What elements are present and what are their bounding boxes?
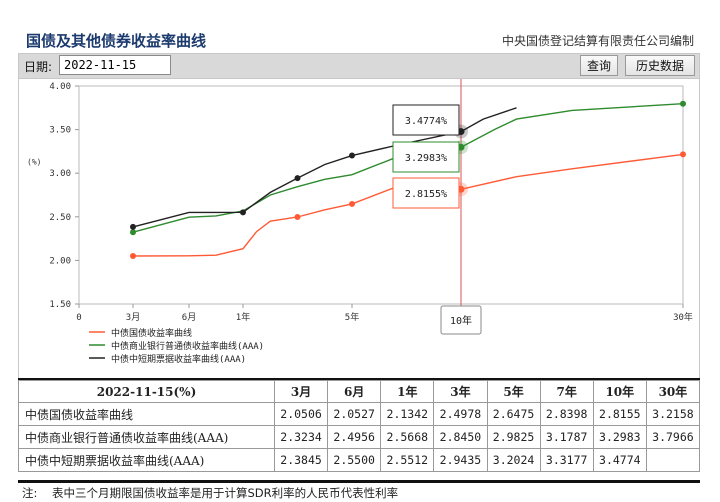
- data-point-bank: [680, 100, 686, 107]
- table-cell: 2.3845: [273, 448, 329, 472]
- y-tick-label: 4.00: [49, 82, 71, 92]
- footnote: 注: 表中三个月期限国债收益率是用于计算SDR利率的人民币代表性利率: [22, 485, 398, 501]
- data-point-cp: [130, 223, 136, 230]
- y-axis-label: (%): [27, 157, 41, 166]
- data-point-cp: [349, 152, 355, 159]
- table-cell: 2.9825: [486, 425, 541, 449]
- table-cell: 2.4956: [327, 425, 382, 449]
- table-cell: 2.6475: [486, 402, 541, 426]
- data-point-bank: [130, 229, 136, 236]
- table-cell: 2.5500: [327, 448, 382, 472]
- data-point-treasury: [294, 213, 301, 220]
- date-toolbar: 日期: 查询 历史数据: [18, 53, 700, 79]
- table-cell: 2.9435: [433, 448, 488, 472]
- note-label: 注:: [22, 486, 38, 500]
- table-col-header: 30年: [645, 380, 701, 403]
- table-cell: 2.5512: [380, 448, 435, 472]
- table-col-header: 7年: [539, 380, 594, 403]
- table-cell: [645, 448, 701, 472]
- series-line-treasury: [132, 153, 684, 257]
- table-cell: 2.0506: [273, 402, 329, 426]
- tooltip-box-cp: [392, 104, 460, 136]
- table-header-row: 2022-11-15(%) 3月 6月 1年 3年 5年 7年 10年 30年: [18, 380, 701, 403]
- cursor-x-label: 10年: [450, 314, 472, 327]
- table-cell: 3.2024: [486, 448, 541, 472]
- table-col-header: 10年: [592, 380, 647, 403]
- tooltip-value-cp: 3.4774%: [405, 116, 447, 127]
- publisher-label: 中央国债登记结算有限责任公司编制: [501, 34, 694, 48]
- y-tick-label: 1.50: [49, 300, 71, 310]
- page-header: 国债及其他债券收益率曲线 中央国债登记结算有限责任公司编制: [0, 0, 720, 54]
- table-date-header: 2022-11-15(%): [18, 380, 275, 403]
- query-button[interactable]: 查询: [580, 55, 618, 76]
- row-name: 中债商业银行普通债收益率曲线(AAA): [18, 425, 275, 449]
- table-cell: 2.4978: [433, 402, 488, 426]
- data-point-treasury: [130, 252, 136, 259]
- y-tick-label: 3.50: [49, 126, 71, 136]
- table-top-rule: [18, 378, 700, 381]
- table-cell: 2.8155: [592, 402, 647, 426]
- tooltip-value-treasury: 2.8155%: [405, 189, 447, 200]
- x-tick-label: 1年: [236, 311, 250, 323]
- table-cell: 2.3234: [273, 425, 329, 449]
- note-rule: [18, 480, 700, 483]
- data-point-treasury: [349, 200, 355, 207]
- table-row: 中债国债收益率曲线 2.0506 2.0527 2.1342 2.4978 2.…: [18, 402, 701, 426]
- table-cell: 3.1787: [539, 425, 594, 449]
- table-col-header: 1年: [380, 380, 435, 403]
- table-cell: 3.2158: [645, 402, 701, 426]
- legend-label-bank: 中债商业银行普通债收益率曲线(AAA): [111, 340, 264, 352]
- table-cell: 2.8398: [539, 402, 594, 426]
- y-tick-label: 3.00: [49, 169, 71, 179]
- table-cell: 2.0527: [327, 402, 382, 426]
- table-cell: 2.5668: [380, 425, 435, 449]
- legend-label-treasury: 中债国债收益率曲线: [111, 327, 192, 339]
- table-cell: 3.2983: [592, 425, 647, 449]
- row-name: 中债中短期票据收益率曲线(AAA): [18, 448, 275, 472]
- tooltip-box-treasury: [392, 177, 460, 209]
- chart-svg[interactable]: 4.00 3.50 3.00 2.50 2.00 1.50 (%) 0 3月 6月 1年 5年 30年 3…: [19, 76, 699, 379]
- data-point-cp: [294, 175, 301, 182]
- y-tick-label: 2.00: [49, 256, 71, 266]
- page-title: 国债及其他债券收益率曲线: [26, 32, 207, 50]
- yield-curve-chart[interactable]: 4.00 3.50 3.00 2.50 2.00 1.50 (%) 0 3月 6月 1年 5年 30年 3…: [18, 76, 700, 379]
- table-col-header: 5年: [486, 380, 541, 403]
- history-data-button[interactable]: 历史数据: [625, 55, 695, 76]
- x-tick-label: 0: [76, 313, 81, 323]
- data-point-cp: [240, 209, 246, 216]
- table-cell: 2.1342: [380, 402, 435, 426]
- tooltip-value-bank: 3.2983%: [405, 153, 447, 164]
- y-tick-label: 2.50: [49, 213, 71, 223]
- table-cell: 3.4774: [592, 448, 647, 472]
- series-line-cp: [132, 107, 517, 228]
- x-tick-label: 6月: [182, 312, 196, 323]
- data-point-treasury: [680, 151, 686, 158]
- tooltip-box-bank: [392, 141, 460, 173]
- table-row: 中债中短期票据收益率曲线(AAA) 2.3845 2.5500 2.5512 2…: [18, 448, 701, 472]
- legend-label-cp: 中债中短期票据收益率曲线(AAA): [111, 353, 246, 365]
- table-col-header: 6月: [327, 380, 382, 403]
- plot-frame: [78, 85, 684, 305]
- table-col-header: 3年: [433, 380, 488, 403]
- series-line-bank: [132, 103, 684, 233]
- table-cell: 3.7966: [645, 425, 701, 449]
- note-text: 表中三个月期限国债收益率是用于计算SDR利率的人民币代表性利率: [52, 486, 399, 500]
- table-cell: 3.3177: [539, 448, 594, 472]
- table-cell: 2.8450: [433, 425, 488, 449]
- row-name: 中债国债收益率曲线: [18, 402, 275, 426]
- table-col-header: 3月: [273, 380, 329, 403]
- table-row: 中债商业银行普通债收益率曲线(AAA) 2.3234 2.4956 2.5668…: [18, 425, 701, 449]
- yield-table: 2022-11-15(%) 3月 6月 1年 3年 5年 7年 10年 30年 …: [18, 380, 701, 472]
- x-tick-label: 5年: [345, 311, 359, 323]
- date-label: 日期:: [24, 60, 53, 74]
- x-tick-label: 3月: [126, 312, 140, 323]
- x-tick-label: 30年: [673, 311, 693, 323]
- date-input[interactable]: [59, 55, 171, 75]
- cursor-x-box: [440, 305, 482, 335]
